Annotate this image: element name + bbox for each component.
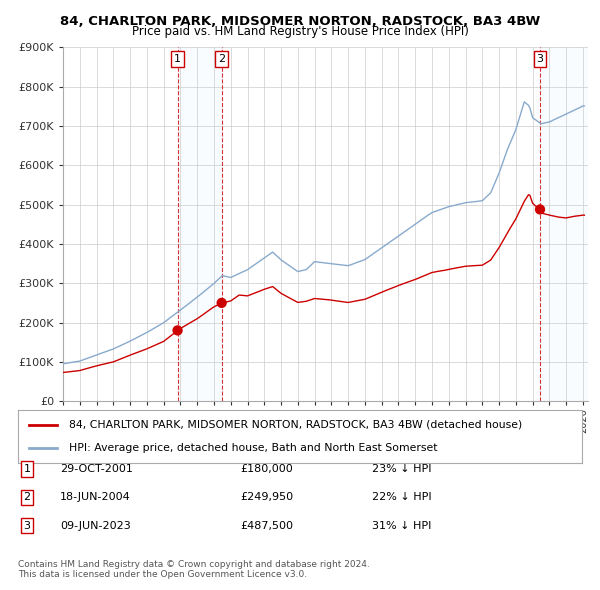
Text: 22% ↓ HPI: 22% ↓ HPI bbox=[372, 493, 431, 502]
Text: £487,500: £487,500 bbox=[240, 521, 293, 530]
Text: 23% ↓ HPI: 23% ↓ HPI bbox=[372, 464, 431, 474]
Text: 1: 1 bbox=[174, 54, 181, 64]
Text: 09-JUN-2023: 09-JUN-2023 bbox=[60, 521, 131, 530]
Text: 31% ↓ HPI: 31% ↓ HPI bbox=[372, 521, 431, 530]
Text: £249,950: £249,950 bbox=[240, 493, 293, 502]
Text: Price paid vs. HM Land Registry's House Price Index (HPI): Price paid vs. HM Land Registry's House … bbox=[131, 25, 469, 38]
Text: 3: 3 bbox=[23, 521, 31, 530]
Text: 3: 3 bbox=[536, 54, 544, 64]
Text: 84, CHARLTON PARK, MIDSOMER NORTON, RADSTOCK, BA3 4BW (detached house): 84, CHARLTON PARK, MIDSOMER NORTON, RADS… bbox=[69, 420, 522, 430]
Text: £180,000: £180,000 bbox=[240, 464, 293, 474]
Text: 2: 2 bbox=[23, 493, 31, 502]
Point bbox=[217, 298, 226, 307]
Text: HPI: Average price, detached house, Bath and North East Somerset: HPI: Average price, detached house, Bath… bbox=[69, 443, 437, 453]
Text: 18-JUN-2004: 18-JUN-2004 bbox=[60, 493, 131, 502]
Text: 29-OCT-2001: 29-OCT-2001 bbox=[60, 464, 133, 474]
Text: Contains HM Land Registry data © Crown copyright and database right 2024.
This d: Contains HM Land Registry data © Crown c… bbox=[18, 560, 370, 579]
Bar bbox=[178, 47, 221, 401]
Bar bbox=[540, 47, 588, 401]
Point bbox=[173, 326, 182, 335]
Text: 2: 2 bbox=[218, 54, 225, 64]
Point bbox=[535, 205, 545, 214]
Text: 1: 1 bbox=[23, 464, 31, 474]
Text: 84, CHARLTON PARK, MIDSOMER NORTON, RADSTOCK, BA3 4BW: 84, CHARLTON PARK, MIDSOMER NORTON, RADS… bbox=[60, 15, 540, 28]
